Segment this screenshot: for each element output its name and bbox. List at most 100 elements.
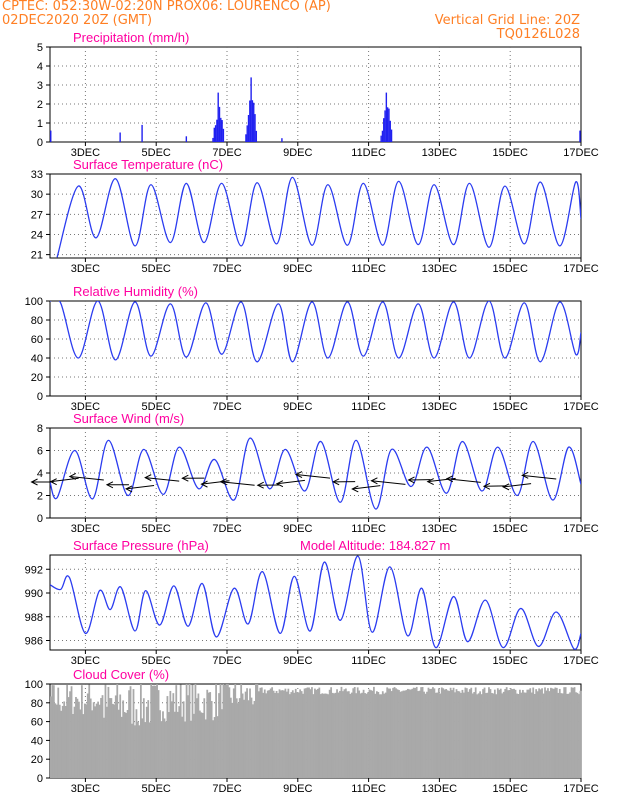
temperature-panel: 21 24 27 30 33 3DEC 5DEC 7DEC 9DEC 11DEC 13DEC 15DE…	[31, 157, 599, 275]
cloud-bar	[288, 694, 291, 778]
cloud-bar	[401, 691, 403, 778]
precip-ytick-label: 1	[37, 118, 43, 130]
cloud-bar	[579, 690, 582, 778]
cloud-bar	[257, 691, 260, 778]
cloud-bar	[499, 688, 502, 778]
cloud-bar	[168, 712, 170, 778]
wind-ytick-label: 4	[37, 468, 43, 480]
cloud-bar	[222, 684, 225, 778]
wind-panel: 0 2 4 6 8 3DEC 5DEC 7DEC 9DEC 11DEC 13DEC 15DEC 17DE…	[30, 411, 599, 535]
cloud-bar	[67, 697, 70, 778]
cloud-bar	[383, 693, 386, 778]
cloud-bar	[95, 703, 98, 778]
cloud-bar	[172, 693, 175, 778]
pressure-ytick-label: 990	[25, 588, 43, 600]
cloud-bar	[250, 697, 253, 778]
pressure-xtick-label: 17DEC	[563, 655, 599, 667]
cloud-bar	[340, 686, 343, 778]
wind-arrow-shaft	[220, 481, 255, 486]
wind-arrow-head	[200, 480, 208, 488]
cloud-bar	[244, 691, 247, 778]
precip-bar	[247, 114, 250, 142]
cloud-bar	[331, 692, 334, 778]
cloud-bar	[300, 691, 303, 778]
cloud-bar	[345, 688, 347, 778]
cloud-bar	[550, 687, 552, 778]
cloud-bar	[339, 690, 341, 778]
cloud-bar	[204, 719, 207, 778]
station-title: CPTEC: 052:30W-02:20N PROX06: LOURENCO (…	[2, 0, 331, 14]
cloud-xtick-label: 3DEC	[71, 783, 100, 795]
wind-arrow-head	[181, 474, 189, 482]
cloud-bar	[480, 694, 483, 778]
precip-xtick-label: 11DEC	[351, 147, 386, 159]
cloud-bar	[291, 690, 294, 778]
cloud-bar	[225, 684, 228, 778]
cloud-bar	[439, 693, 442, 778]
cloud-bar	[280, 690, 282, 778]
pressure-xtick-label: 15DEC	[492, 655, 528, 667]
cloud-bar	[380, 694, 383, 778]
wind-arrow-shaft	[145, 477, 180, 482]
cloud-bar	[157, 690, 160, 778]
cloud-bar	[386, 687, 389, 778]
wind-arrow-shaft	[126, 484, 155, 490]
temperature-xtick-label: 13DEC	[422, 263, 458, 275]
cloud-bar	[507, 690, 510, 778]
cloud-bar	[269, 688, 272, 778]
cloud-bar	[362, 689, 365, 778]
pressure-xtick-label: 5DEC	[142, 655, 171, 667]
cloud-bar	[128, 690, 130, 778]
cloud-bar	[58, 704, 61, 778]
cloud-bar	[570, 687, 573, 778]
wind-arrow-shaft	[522, 474, 557, 480]
precip-bar	[249, 100, 251, 142]
precip-bar	[222, 128, 225, 142]
wind-arrow-shaft	[295, 474, 331, 479]
cloud-bar	[327, 694, 330, 778]
cloud-bar	[126, 709, 129, 778]
precip-bar	[383, 118, 385, 142]
cloud-bar	[421, 687, 424, 778]
precip-bar	[255, 130, 258, 142]
cloud-bar	[560, 693, 563, 778]
cloud-bar	[178, 706, 181, 778]
precip-bar	[221, 120, 223, 142]
cloud-bar	[495, 694, 498, 778]
cloud-bar	[446, 690, 449, 778]
pressure-series-line	[50, 555, 581, 650]
cloud-bar	[464, 687, 467, 778]
cloud-bar	[243, 699, 245, 778]
cloud-bar	[554, 687, 557, 778]
cloud-bar	[324, 693, 327, 778]
precip-bar	[389, 120, 391, 142]
pressure-xtick-label: 13DEC	[422, 655, 458, 667]
cloud-xtick-label: 15DEC	[492, 783, 528, 795]
cloud-bar	[473, 692, 476, 778]
cloud-bar	[284, 688, 287, 778]
cloud-bar	[333, 693, 335, 778]
cloud-bar	[281, 690, 284, 778]
wind-series-line	[50, 437, 581, 510]
cloud-xtick-label: 7DEC	[212, 783, 241, 795]
cloud-bar	[353, 687, 356, 778]
cloud-bar	[384, 692, 387, 778]
cloud-bar	[196, 698, 198, 778]
cloud-bar	[442, 688, 445, 778]
cloud-bar	[451, 690, 453, 778]
cloud-bar	[70, 686, 73, 778]
wind-arrow-head	[219, 478, 227, 486]
precip-bar	[579, 130, 581, 142]
cloud-bar	[502, 691, 505, 778]
precip-title: Precipitation (mm/h)	[73, 30, 189, 45]
wind-xtick-label: 17DEC	[563, 523, 599, 535]
cloud-bar	[110, 698, 113, 778]
cloud-bar	[411, 688, 414, 778]
precip-xtick-label: 13DEC	[422, 147, 458, 159]
precip-xtick-label: 3DEC	[71, 147, 100, 159]
cloud-bar	[260, 687, 263, 778]
wind-arrow-head	[332, 478, 340, 486]
cloud-bar	[203, 698, 206, 778]
precip-panel: 0 1 2 3 4 5 3DEC 5DEC 7DEC 9DEC 11DEC 13DEC 15DEC 17D…	[37, 30, 599, 159]
cloud-bar	[82, 714, 85, 778]
